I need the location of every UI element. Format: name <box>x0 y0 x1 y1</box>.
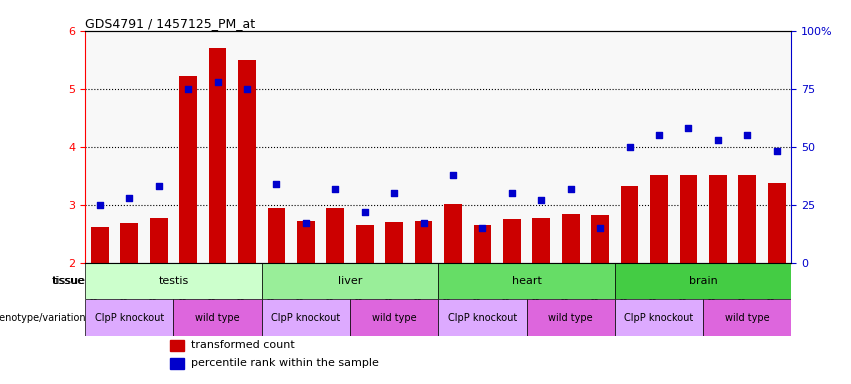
Text: percentile rank within the sample: percentile rank within the sample <box>191 358 379 368</box>
Point <box>123 195 136 201</box>
Text: wild type: wild type <box>548 313 593 323</box>
Bar <box>170 339 184 351</box>
FancyBboxPatch shape <box>614 300 703 336</box>
Point <box>593 225 607 231</box>
FancyBboxPatch shape <box>85 300 174 336</box>
Text: wild type: wild type <box>725 313 769 323</box>
Text: liver: liver <box>338 276 363 286</box>
Point <box>770 149 784 155</box>
Point <box>446 172 460 178</box>
Bar <box>444 204 462 263</box>
Text: ClpP knockout: ClpP knockout <box>271 313 340 323</box>
Point <box>387 190 401 196</box>
Bar <box>170 358 184 369</box>
Bar <box>591 215 609 263</box>
Text: brain: brain <box>688 276 717 286</box>
Point <box>151 183 165 189</box>
FancyBboxPatch shape <box>174 300 262 336</box>
Point <box>270 181 283 187</box>
Text: testis: testis <box>158 276 189 286</box>
Text: wild type: wild type <box>195 313 240 323</box>
Bar <box>562 214 580 263</box>
Bar <box>150 218 168 263</box>
Bar <box>121 223 138 263</box>
FancyBboxPatch shape <box>438 263 614 300</box>
Point <box>417 220 431 227</box>
Bar <box>208 48 226 263</box>
Point <box>181 86 195 92</box>
Bar <box>386 222 403 263</box>
Point <box>652 132 665 138</box>
Text: tissue: tissue <box>52 276 85 286</box>
FancyBboxPatch shape <box>85 263 262 300</box>
Text: ClpP knockout: ClpP knockout <box>448 313 517 323</box>
Bar <box>473 225 491 263</box>
FancyBboxPatch shape <box>262 263 438 300</box>
Point <box>711 137 725 143</box>
Text: ClpP knockout: ClpP knockout <box>94 313 164 323</box>
Text: heart: heart <box>511 276 541 286</box>
Bar <box>327 208 344 263</box>
Point <box>211 79 225 85</box>
Bar <box>739 175 757 263</box>
Text: wild type: wild type <box>372 313 416 323</box>
Bar <box>356 225 374 263</box>
FancyBboxPatch shape <box>703 300 791 336</box>
Point <box>682 125 695 131</box>
Point <box>299 220 312 227</box>
Bar <box>620 186 638 263</box>
Bar <box>414 221 432 263</box>
Bar <box>180 76 197 263</box>
Bar <box>680 175 697 263</box>
Bar <box>503 219 521 263</box>
Point <box>476 225 489 231</box>
Text: genotype/variation: genotype/variation <box>0 313 86 323</box>
Point <box>328 185 342 192</box>
Bar <box>533 218 550 263</box>
Bar <box>297 221 315 263</box>
Bar <box>709 175 727 263</box>
Bar <box>238 60 256 263</box>
Bar <box>650 175 668 263</box>
Text: ClpP knockout: ClpP knockout <box>625 313 694 323</box>
Point <box>240 86 254 92</box>
Bar <box>768 183 785 263</box>
FancyBboxPatch shape <box>614 263 791 300</box>
Point <box>740 132 754 138</box>
Point <box>534 197 548 204</box>
FancyBboxPatch shape <box>262 300 350 336</box>
Point <box>505 190 518 196</box>
Point <box>93 202 106 208</box>
Text: tissue: tissue <box>53 276 86 286</box>
Bar <box>91 227 109 263</box>
Text: GDS4791 / 1457125_PM_at: GDS4791 / 1457125_PM_at <box>85 17 255 30</box>
Bar <box>267 208 285 263</box>
Text: transformed count: transformed count <box>191 340 294 350</box>
FancyBboxPatch shape <box>527 300 614 336</box>
FancyBboxPatch shape <box>438 300 527 336</box>
FancyBboxPatch shape <box>350 300 438 336</box>
Point <box>564 185 578 192</box>
Point <box>623 144 637 150</box>
Point <box>358 209 372 215</box>
